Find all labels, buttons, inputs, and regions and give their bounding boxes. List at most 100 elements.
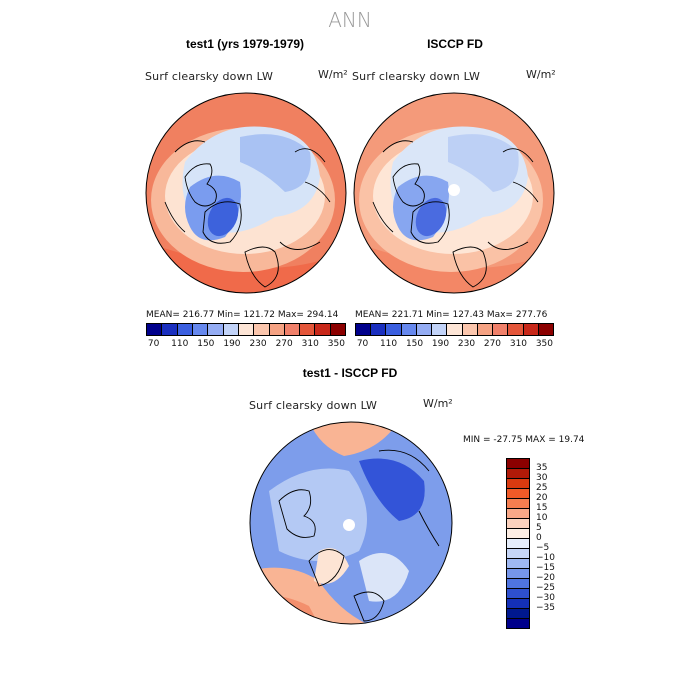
map-border [353,92,555,294]
coast-eurasia [487,148,539,250]
units-label-diff: W/m² [423,397,453,410]
colorbar-tick-label: 350 [327,339,345,349]
missing-pole [448,184,460,196]
colorbar-tick-label: 190 [223,339,241,349]
field-deep-blue [359,458,425,521]
coast-greenland [308,549,345,587]
colorbar-tick-label: 70 [356,339,369,349]
colorbar-swatch [223,324,239,335]
coast-north-america [372,140,414,233]
polar-map-diff [249,421,453,625]
colorbar-swatch [507,509,529,519]
field-siberia [240,134,311,192]
stats-diff: MIN = -27.75 MAX = 19.74 [463,435,585,445]
coast-scandinavia [353,591,385,622]
colorbar-swatch [462,324,478,335]
polar-map-isccp [353,92,555,294]
colorbar-swatch [507,569,529,579]
coast-eurasia [279,148,331,250]
colorbar-tick-label: 35 [536,463,548,473]
colorbar-swatch [238,324,255,335]
colorbar-tick-label: 70 [147,339,160,349]
colorbar-tick-label: −35 [536,603,555,613]
colorbar-tick-label: −20 [536,573,555,583]
colorbar-swatch [162,324,178,335]
colorbar-isccp [355,323,554,336]
colorbar-tick-label: −15 [536,563,555,573]
coast-scandinavia [244,246,279,288]
colorbar-swatch [507,489,529,499]
missing-pole [343,519,355,531]
colorbar-swatch [300,324,316,335]
variable-label-isccp: Surf clearsky down LW [352,70,481,83]
colorbar-tick-label: 110 [171,339,189,349]
colorbar-swatch [386,324,402,335]
colorbar-swatch [493,324,509,335]
colorbar-swatch [208,324,224,335]
field-north-warm [309,422,399,456]
colorbar-tick-label: 270 [275,339,293,349]
map-border [249,421,453,625]
colorbar-swatch [477,324,494,335]
colorbar-swatch [507,469,529,479]
coast-greenland [410,201,450,244]
colorbar-swatch [177,324,193,335]
colorbar-tick-label: 230 [249,339,267,349]
colorbar-swatch [538,324,554,335]
colorbar-swatch [507,549,529,559]
colorbar-tick-label: 110 [379,339,398,349]
units-label-test1: W/m² [318,68,348,81]
colorbar-swatch [371,324,387,335]
colorbar-swatch [356,324,372,335]
colorbar-swatch [507,539,529,549]
colorbar-tick-label: 230 [457,339,476,349]
colorbar-ticks-test1: 70 110 150 190 230 270 310 350 [146,339,345,351]
colorbar-tick-label: 0 [536,533,542,543]
colorbar-tick-label: 150 [197,339,215,349]
stats-isccp: MEAN= 221.71 Min= 127.43 Max= 277.76 [355,310,548,320]
colorbar-swatch [330,324,346,335]
colorbar-swatch [254,324,270,335]
colorbar-swatch [507,609,529,619]
colorbar-tick-label: −10 [536,553,555,563]
colorbar-swatch [432,324,448,335]
colorbar-tick-label: 270 [483,339,502,349]
colorbar-tick-label: 310 [301,339,319,349]
colorbar-swatch [507,519,529,529]
variable-label-diff: Surf clearsky down LW [249,399,378,412]
colorbar-swatch [192,324,209,335]
coast-north-america [164,140,206,233]
colorbar-tick-label: 15 [536,503,548,513]
stats-test1: MEAN= 216.77 Min= 121.72 Max= 294.14 [146,310,339,320]
colorbar-tick-label: 25 [536,483,548,493]
colorbar-tick-label: −5 [536,543,550,553]
variable-label-test1: Surf clearsky down LW [145,70,274,83]
colorbar-swatch [315,324,331,335]
colorbar-swatch [507,529,529,539]
coast-archipelago [184,163,217,207]
colorbar-swatch [269,324,285,335]
colorbar-swatch [401,324,417,335]
coast-archipelago [278,489,316,538]
colorbar-swatch [507,599,529,609]
polar-map-test1 [145,92,347,294]
colorbar-tick-label: −30 [536,593,555,603]
colorbar-tick-label: 190 [431,339,450,349]
field-light [269,468,367,561]
coast-eurasia [378,449,440,547]
colorbar-swatch [523,324,539,335]
colorbar-swatch [284,324,301,335]
colorbar-swatch [147,324,163,335]
colorbar-swatch [507,479,529,489]
colorbar-swatch [507,499,529,509]
colorbar-tick-label: 150 [405,339,424,349]
colorbar-test1 [146,323,346,336]
colorbar-tick-label: 350 [535,339,554,349]
coast-scandinavia [452,246,487,288]
map-border [145,92,347,294]
figure-title: ANN [328,8,372,32]
colorbar-ticks-diff: 35 30 25 20 15 10 5 0 −5 −10 −15 −20 −25 −30 −35 [536,458,566,628]
panel-title-test1: test1 (yrs 1979-1979) [185,37,305,51]
colorbar-swatch [507,619,529,628]
colorbar-tick-label: −25 [536,583,555,593]
